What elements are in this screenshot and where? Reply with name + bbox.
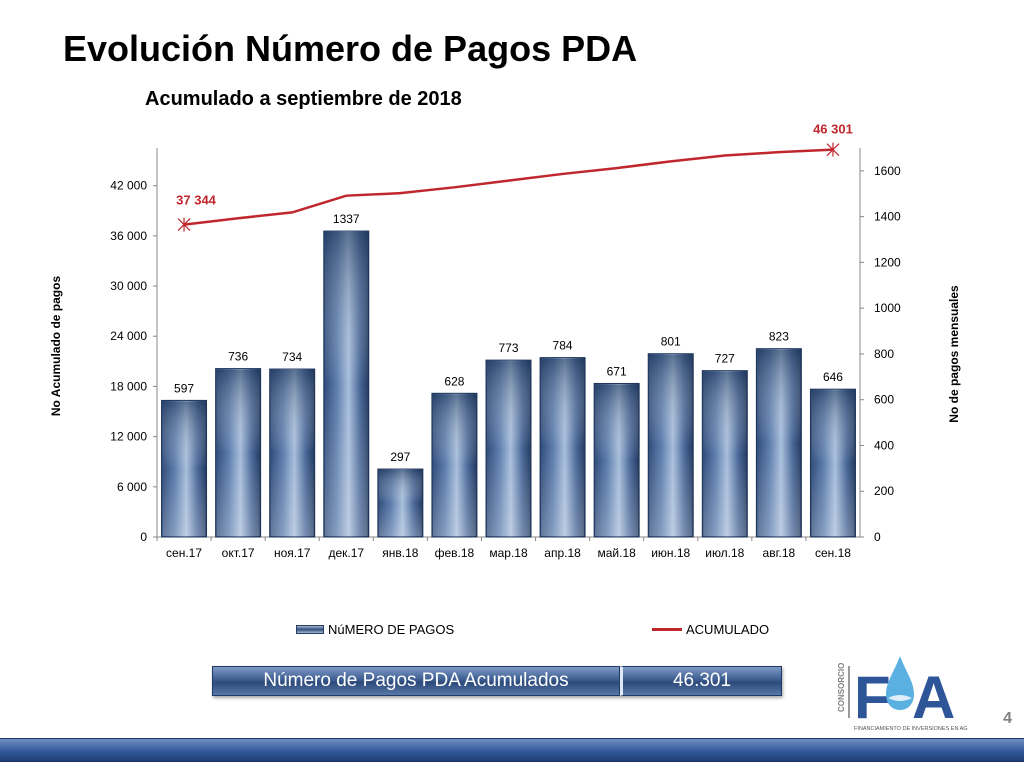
bar-data-label: 734 [282,350,302,364]
combo-chart: 0 6 000 12 000 18 000 24 000 30 000 36 000 42 0… [49,122,961,560]
bar-shade [703,371,747,536]
line-point-label: 46 301 [813,122,853,137]
x-tick-label: май.18 [597,546,636,560]
left-tick-label: 42 000 [110,179,147,193]
right-tick-label: 800 [874,347,894,361]
legend-item-line: ACUMULADO [652,622,769,637]
right-tick-label: 600 [874,393,894,407]
cumulative-line [183,148,834,226]
x-tick-label: окт.17 [222,546,255,560]
right-axis-label: No de pagos mensuales [947,285,961,423]
bar-shade [432,394,476,536]
bar-data-label: 727 [715,352,735,366]
summary-value: 46.301 [620,666,782,696]
bar-shade [757,349,801,536]
bar-shade [270,370,314,536]
svg-text:F: F [854,664,891,731]
bar-shade [162,401,206,536]
summary-label: Número de Pagos PDA Acumulados [212,666,620,696]
svg-text:A: A [912,664,955,731]
x-tick-label: июл.18 [705,546,744,560]
legend-line-label: ACUMULADO [686,622,770,637]
x-tick-label: авг.18 [763,546,796,560]
fia-logo: CONSORCIO F A FINANCIAMIENTO DE INVERSIO… [837,656,968,732]
x-tick-label: фев.18 [435,546,475,560]
left-tick-label: 12 000 [110,430,147,444]
left-axis-label: No Acumulado de pagos [49,276,63,417]
right-tick-label: 0 [874,530,881,544]
bar-shade [487,361,530,536]
left-tick-label: 36 000 [110,229,147,243]
bar-data-label: 823 [769,330,789,344]
bar-data-label: 628 [444,374,464,388]
bar-shade [595,384,639,536]
right-tick-label: 1000 [874,301,901,315]
right-tick-label: 1600 [874,164,901,178]
right-tick-label: 400 [874,438,894,452]
right-tick-label: 1200 [874,255,901,269]
bar-data-label: 1337 [333,212,360,226]
svg-text:CONSORCIO: CONSORCIO [837,663,846,712]
bar-data-label: 597 [174,381,194,395]
left-tick-label: 6 000 [117,480,147,494]
legend-bars-label: NúMERO DE PAGOS [328,622,455,637]
page-number: 4 [1003,710,1012,727]
x-tick-label: сен.18 [815,546,851,560]
page-title: Evolución Número de Pagos PDA [63,28,638,69]
bar-shade [216,369,260,536]
legend-bar-swatch [296,625,324,634]
line-point-marker [177,217,191,232]
x-tick-label: ноя.17 [274,546,311,560]
bar-data-label: 773 [498,341,518,355]
bar-data-label: 784 [553,339,573,353]
bar-shade [378,470,422,536]
summary-box: Número de Pagos PDA Acumulados 46.301 [212,666,782,696]
right-tick-label: 200 [874,484,894,498]
bar-shade [324,232,368,537]
left-tick-label: 18 000 [110,379,147,393]
bar-shade [811,390,855,536]
bar-data-label: 801 [661,335,681,349]
bar-shade [541,358,585,536]
x-tick-label: сен.17 [166,546,202,560]
x-tick-label: апр.18 [544,546,581,560]
bar-data-label: 736 [228,350,248,364]
bar-data-label: 671 [607,364,627,378]
bar-data-label: 646 [823,370,843,384]
legend-line-swatch [652,628,682,631]
legend-item-bars: NúMERO DE PAGOS [296,622,454,637]
footer-bar [0,738,1024,762]
line-point-label: 37 344 [176,193,217,208]
x-tick-label: июн.18 [651,546,690,560]
chart-subtitle: Acumulado a septiembre de 2018 [145,88,462,110]
svg-text:FINANCIAMIENTO DE INVERSIONES: FINANCIAMIENTO DE INVERSIONES EN AGUA [854,726,968,732]
left-tick-label: 30 000 [110,279,147,293]
bar-shade [649,354,693,536]
x-tick-label: дек.17 [328,546,364,560]
line-point-marker [826,142,840,157]
left-tick-label: 0 [140,530,147,544]
bar-data-label: 297 [390,450,410,464]
left-tick-label: 24 000 [110,329,147,343]
x-tick-label: янв.18 [382,546,419,560]
right-tick-label: 1400 [874,210,901,224]
x-tick-label: мар.18 [489,546,528,560]
